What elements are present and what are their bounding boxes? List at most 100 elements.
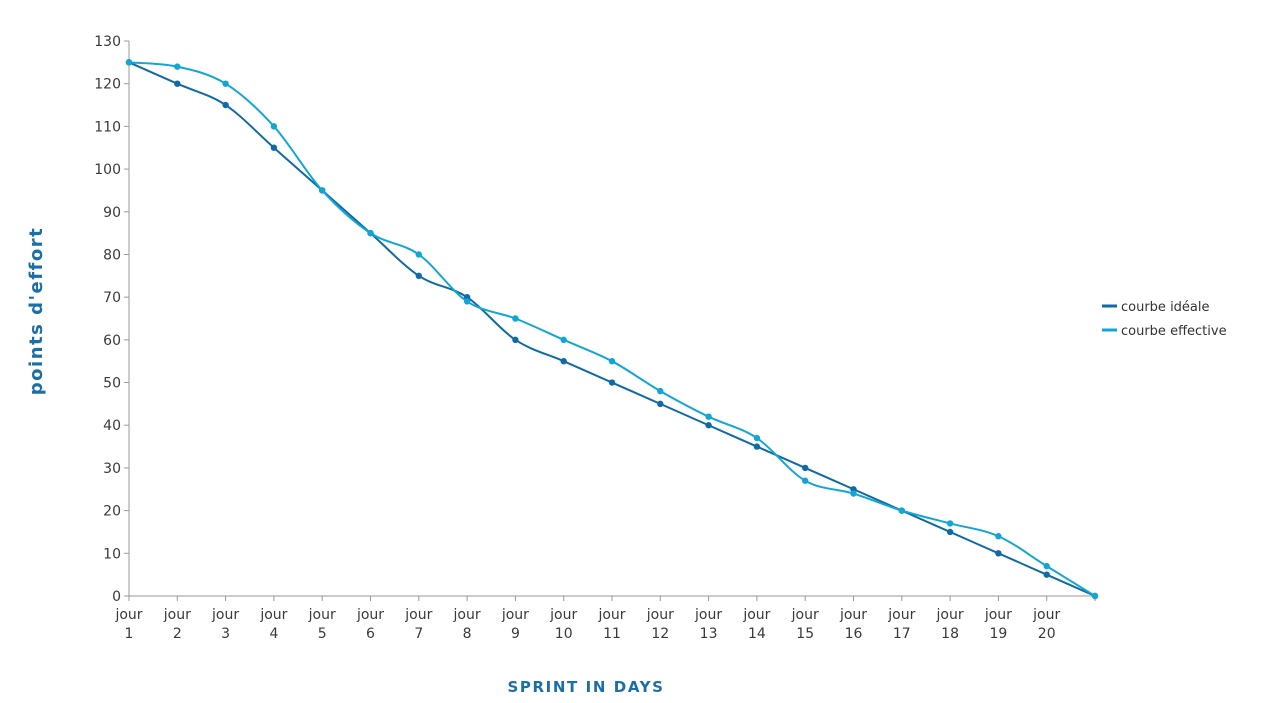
x-tick-label-line2: 16 [845, 626, 863, 642]
x-tick-label-line2: 15 [796, 626, 814, 642]
x-tick-label-line1: jour [839, 607, 867, 623]
data-point [753, 434, 761, 442]
legend-label: courbe effective [1121, 324, 1227, 339]
data-point [657, 400, 664, 408]
data-point [415, 251, 422, 258]
y-tick-label: 60 [103, 333, 121, 349]
x-tick-label-line1: jour [356, 607, 384, 623]
data-point [608, 379, 616, 386]
x-tick-label-line1: jour [453, 607, 481, 623]
y-axis-title: points d'effort [26, 227, 47, 395]
x-tick-label-line2: 13 [700, 626, 718, 642]
series-line [128, 61, 1096, 597]
y-tick-label: 100 [94, 162, 121, 178]
data-point [270, 144, 278, 151]
x-tick-label-line2: 4 [269, 626, 278, 642]
legend-label: courbe idéale [1121, 300, 1210, 315]
x-tick-label-line2: 12 [651, 626, 669, 642]
data-point [415, 272, 422, 280]
x-tick-label-line2: 17 [893, 626, 911, 642]
y-tick-label: 120 [94, 77, 121, 93]
x-axis-title: SPRINT IN DAYS [508, 678, 665, 696]
data-point [270, 123, 278, 130]
data-point [898, 507, 905, 514]
data-point [1091, 592, 1099, 600]
y-tick-label: 20 [103, 504, 121, 520]
data-point [560, 336, 567, 344]
x-tick-label-line2: 6 [366, 626, 375, 642]
x-tick-label-line1: jour [259, 607, 287, 623]
data-point [222, 101, 229, 109]
x-tick-label-line2: 8 [463, 626, 472, 642]
series-ideal [125, 59, 1099, 600]
data-point [319, 187, 326, 194]
x-tick-label-line2: 5 [318, 626, 327, 642]
x-tick-label-line2: 2 [173, 626, 182, 642]
x-tick-label-line1: jour [646, 607, 674, 623]
y-axis-ticks: 0 10 20 30 40 50 60 70 80 90 100 110 120 130 [94, 34, 129, 605]
x-tick-label-line1: jour [936, 607, 964, 623]
x-tick-label-line2: 18 [941, 626, 959, 642]
x-tick-label-line2: 9 [511, 626, 520, 642]
data-point [995, 533, 1002, 540]
x-tick-label-line2: 20 [1038, 626, 1056, 642]
y-tick-label: 10 [103, 546, 121, 562]
data-point [1043, 562, 1050, 570]
x-tick-label-line1: jour [791, 607, 819, 623]
legend: courbe idéale courbe effective [1102, 300, 1227, 339]
data-point [802, 464, 809, 472]
x-tick-label-line1: jour [597, 607, 625, 623]
data-point [995, 550, 1002, 557]
data-point [946, 528, 954, 536]
series-line [128, 61, 1096, 597]
x-tick-label-line2: 1 [125, 626, 134, 642]
data-point [608, 357, 616, 365]
data-point [946, 520, 954, 527]
data-point [850, 490, 857, 497]
x-tick-label-line1: jour [742, 607, 770, 623]
x-tick-label-line1: jour [404, 607, 432, 623]
y-tick-label: 40 [103, 418, 121, 434]
data-point [512, 336, 519, 344]
y-tick-label: 50 [103, 376, 121, 392]
series-effective [125, 59, 1099, 600]
x-tick-label-line1: jour [549, 607, 577, 623]
data-point [705, 413, 712, 420]
x-tick-label-line1: jour [887, 607, 915, 623]
data-point [705, 422, 712, 429]
data-point [174, 80, 181, 87]
data-point [174, 63, 181, 70]
x-tick-label-line2: 19 [989, 626, 1007, 642]
y-tick-label: 70 [103, 290, 121, 306]
data-point [512, 315, 519, 322]
y-tick-label: 0 [112, 589, 121, 605]
data-point [1043, 571, 1050, 578]
x-tick-label-line1: jour [163, 607, 191, 623]
data-point [222, 80, 229, 87]
data-point [463, 298, 471, 305]
data-point [657, 387, 664, 395]
x-tick-label-line1: jour [308, 607, 336, 623]
x-tick-label-line2: 10 [555, 626, 573, 642]
x-tick-label-line2: 7 [414, 626, 423, 642]
x-tick-label-line2: 11 [603, 626, 621, 642]
x-tick-label-line2: 14 [748, 626, 766, 642]
y-tick-label: 80 [103, 247, 121, 263]
x-tick-label-line1: jour [694, 607, 722, 623]
y-tick-label: 90 [103, 205, 121, 221]
x-tick-label-line1: jour [1032, 607, 1060, 623]
x-tick-label-line2: 3 [221, 626, 230, 642]
data-point [753, 443, 761, 450]
series-layer [125, 59, 1099, 600]
y-tick-label: 110 [94, 119, 121, 135]
data-point [802, 477, 809, 484]
data-point [560, 357, 567, 365]
x-axis-ticks: jour 1 jour 2 jour 3 jour 4 jour 5 jour 6 jour 7 jour 8… [114, 596, 1096, 642]
data-point [125, 59, 133, 66]
y-tick-label: 30 [103, 461, 121, 477]
x-tick-label-line1: jour [211, 607, 239, 623]
x-tick-label-line1: jour [114, 607, 142, 623]
x-tick-label-line1: jour [501, 607, 529, 623]
data-point [367, 229, 374, 237]
